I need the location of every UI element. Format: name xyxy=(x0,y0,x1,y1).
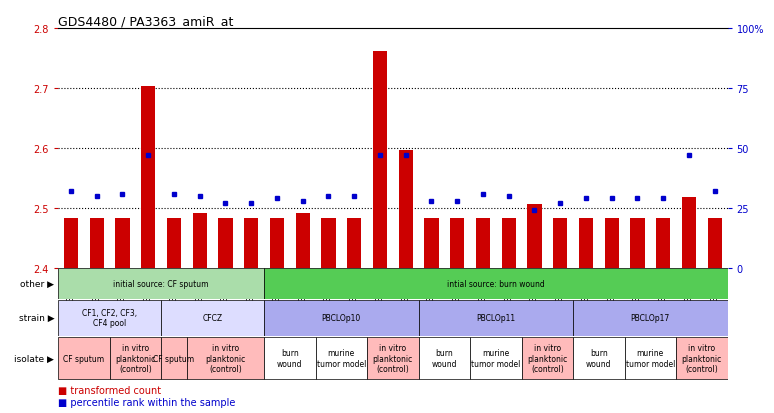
Bar xyxy=(58,269,264,299)
Bar xyxy=(476,218,490,268)
Text: CF sputum: CF sputum xyxy=(153,354,194,363)
Bar xyxy=(115,218,129,268)
Bar xyxy=(218,218,232,268)
Text: intial source: burn wound: intial source: burn wound xyxy=(447,280,545,288)
Bar xyxy=(264,300,419,336)
Text: GDS4480 / PA3363_amiR_at: GDS4480 / PA3363_amiR_at xyxy=(58,15,234,28)
Bar xyxy=(625,337,676,380)
Bar xyxy=(187,337,264,380)
Bar xyxy=(90,218,104,268)
Text: isolate ▶: isolate ▶ xyxy=(14,354,54,363)
Text: CFCZ: CFCZ xyxy=(203,313,223,323)
Text: murine
tumor model: murine tumor model xyxy=(317,349,366,368)
Bar xyxy=(321,218,335,268)
Bar xyxy=(676,337,728,380)
Text: murine
tumor model: murine tumor model xyxy=(471,349,520,368)
Bar xyxy=(347,218,361,268)
Bar xyxy=(707,218,722,268)
Bar xyxy=(367,337,419,380)
Text: in vitro
planktonic
(control): in vitro planktonic (control) xyxy=(682,344,722,373)
Bar xyxy=(553,218,567,268)
Text: other ▶: other ▶ xyxy=(20,280,54,288)
Text: in vitro
planktonic
(control): in vitro planktonic (control) xyxy=(372,344,413,373)
Bar xyxy=(167,218,181,268)
Text: burn
wound: burn wound xyxy=(432,349,457,368)
Bar xyxy=(161,300,264,336)
Bar xyxy=(316,337,367,380)
Bar xyxy=(502,218,515,268)
Bar xyxy=(244,218,259,268)
Bar xyxy=(110,337,161,380)
Text: PBCLOp11: PBCLOp11 xyxy=(476,313,515,323)
Text: PBCLOp17: PBCLOp17 xyxy=(631,313,670,323)
Bar xyxy=(63,218,78,268)
Bar xyxy=(604,218,618,268)
Bar xyxy=(419,300,573,336)
Text: ■ transformed count: ■ transformed count xyxy=(58,385,161,395)
Bar xyxy=(656,218,670,268)
Bar xyxy=(573,300,728,336)
Text: murine
tumor model: murine tumor model xyxy=(625,349,675,368)
Bar xyxy=(58,300,161,336)
Bar xyxy=(573,337,625,380)
Text: in vitro
planktonic
(control): in vitro planktonic (control) xyxy=(527,344,567,373)
Text: burn
wound: burn wound xyxy=(277,349,303,368)
Text: CF1, CF2, CF3,
CF4 pool: CF1, CF2, CF3, CF4 pool xyxy=(82,309,137,328)
Bar xyxy=(682,197,696,268)
Bar xyxy=(527,204,542,268)
Text: in vitro
planktonic
(control): in vitro planktonic (control) xyxy=(205,344,245,373)
Bar xyxy=(141,87,156,268)
Bar xyxy=(264,269,728,299)
Text: in vitro
planktonic
(control): in vitro planktonic (control) xyxy=(115,344,156,373)
Bar xyxy=(419,337,470,380)
Text: CF sputum: CF sputum xyxy=(63,354,104,363)
Bar xyxy=(296,214,310,268)
Bar xyxy=(450,218,464,268)
Text: initial source: CF sputum: initial source: CF sputum xyxy=(113,280,209,288)
Bar xyxy=(193,214,207,268)
Bar xyxy=(522,337,573,380)
Bar xyxy=(58,337,110,380)
Text: PBCLOp10: PBCLOp10 xyxy=(322,313,361,323)
Bar xyxy=(630,218,645,268)
Bar xyxy=(399,151,413,268)
Bar xyxy=(270,218,284,268)
Bar xyxy=(470,337,522,380)
Bar xyxy=(579,218,593,268)
Bar xyxy=(161,337,187,380)
Text: strain ▶: strain ▶ xyxy=(19,313,54,323)
Bar xyxy=(373,52,387,268)
Bar xyxy=(424,218,439,268)
Text: burn
wound: burn wound xyxy=(586,349,611,368)
Text: ■ percentile rank within the sample: ■ percentile rank within the sample xyxy=(58,396,235,407)
Bar xyxy=(264,337,316,380)
